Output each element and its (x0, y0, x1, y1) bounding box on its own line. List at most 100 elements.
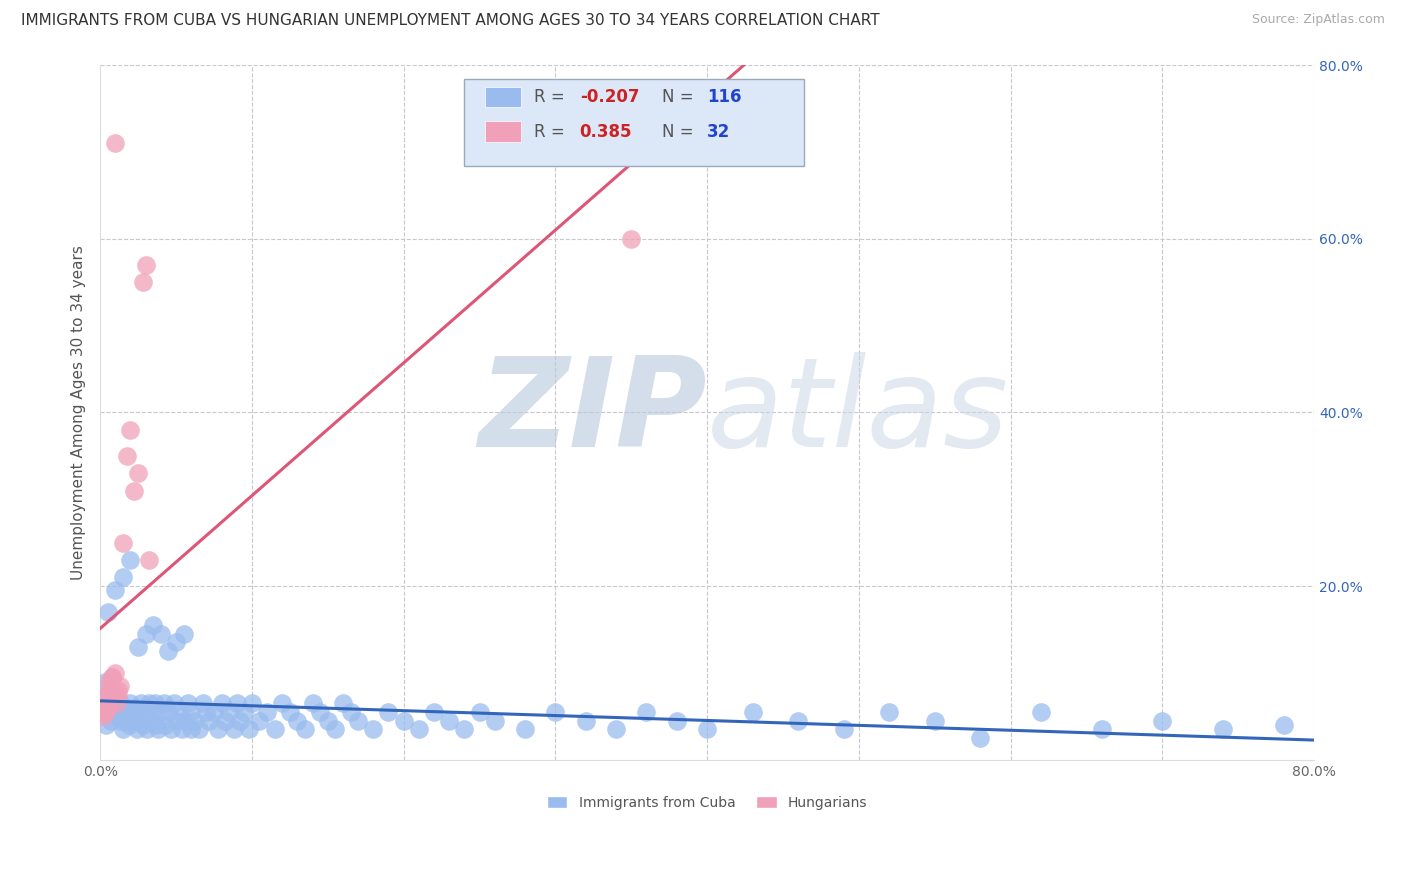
Point (309, 705, 332, 719)
Point (377, 705, 399, 719)
Point (263, 723, 285, 737)
Point (142, 618, 165, 632)
Point (111, 535, 134, 549)
Point (544, 705, 567, 719)
Point (271, 696, 294, 710)
Point (91, 696, 114, 710)
Point (135, 705, 157, 719)
Point (149, 705, 172, 719)
Point (193, 696, 215, 710)
Point (108, 679, 131, 693)
FancyBboxPatch shape (485, 87, 522, 107)
Point (222, 723, 245, 737)
Legend: Immigrants from Cuba, Hungarians: Immigrants from Cuba, Hungarians (541, 790, 873, 815)
Point (316, 714, 339, 728)
Point (138, 696, 160, 710)
Point (149, 627, 172, 641)
Point (696, 723, 718, 737)
Text: 116: 116 (707, 88, 741, 106)
Point (127, 640, 149, 654)
FancyBboxPatch shape (464, 79, 804, 166)
Text: -0.207: -0.207 (579, 88, 640, 106)
Point (91, 700, 114, 714)
Text: Source: ZipAtlas.com: Source: ZipAtlas.com (1251, 13, 1385, 27)
Point (173, 627, 195, 641)
Point (131, 275, 153, 289)
Point (107, 688, 129, 702)
Text: atlas: atlas (707, 352, 1010, 473)
Point (165, 714, 187, 728)
Point (118, 718, 141, 732)
Point (104, 136, 127, 151)
Point (294, 723, 316, 737)
Point (180, 705, 202, 719)
Point (111, 723, 134, 737)
Point (139, 714, 162, 728)
Point (160, 723, 183, 737)
Point (111, 570, 134, 584)
Point (108, 696, 131, 710)
Point (101, 705, 124, 719)
Point (423, 705, 446, 719)
Point (120, 423, 142, 437)
Point (741, 705, 763, 719)
Point (180, 723, 202, 737)
Point (125, 723, 148, 737)
Point (105, 696, 128, 710)
Point (195, 705, 218, 719)
Point (100, 692, 122, 706)
Point (103, 683, 125, 698)
Point (453, 723, 475, 737)
Text: 0.385: 0.385 (579, 123, 633, 141)
Point (1152, 714, 1174, 728)
Point (104, 583, 127, 598)
Point (96, 705, 118, 719)
Point (105, 709, 128, 723)
Point (124, 700, 146, 714)
Point (117, 449, 139, 463)
Point (167, 705, 190, 719)
Point (135, 258, 157, 272)
Point (165, 635, 187, 649)
Point (969, 731, 991, 745)
Point (97, 605, 120, 619)
Point (97, 700, 120, 714)
Text: N =: N = (662, 88, 699, 106)
Point (361, 723, 384, 737)
Point (211, 696, 233, 710)
Text: N =: N = (662, 123, 699, 141)
Point (143, 696, 166, 710)
Point (90, 705, 112, 719)
Text: R =: R = (533, 88, 569, 106)
Point (787, 714, 810, 728)
Point (96, 700, 118, 714)
Point (135, 627, 157, 641)
Point (91, 709, 114, 723)
Point (287, 714, 309, 728)
Point (233, 705, 256, 719)
Point (127, 466, 149, 480)
Point (468, 705, 491, 719)
Point (256, 705, 278, 719)
Point (115, 714, 138, 728)
FancyBboxPatch shape (485, 121, 522, 142)
Point (620, 232, 643, 246)
Point (187, 723, 209, 737)
Text: 32: 32 (707, 123, 730, 141)
Point (104, 665, 127, 680)
Point (100, 714, 122, 728)
Point (127, 714, 149, 728)
Point (128, 705, 150, 719)
Point (202, 705, 225, 719)
Point (112, 705, 135, 719)
Point (207, 723, 229, 737)
Point (107, 705, 129, 719)
Point (93, 674, 115, 689)
Point (924, 714, 946, 728)
Point (97, 705, 120, 719)
Point (877, 705, 900, 719)
Point (103, 700, 125, 714)
Text: R =: R = (533, 123, 569, 141)
Point (332, 696, 354, 710)
Point (120, 696, 142, 710)
